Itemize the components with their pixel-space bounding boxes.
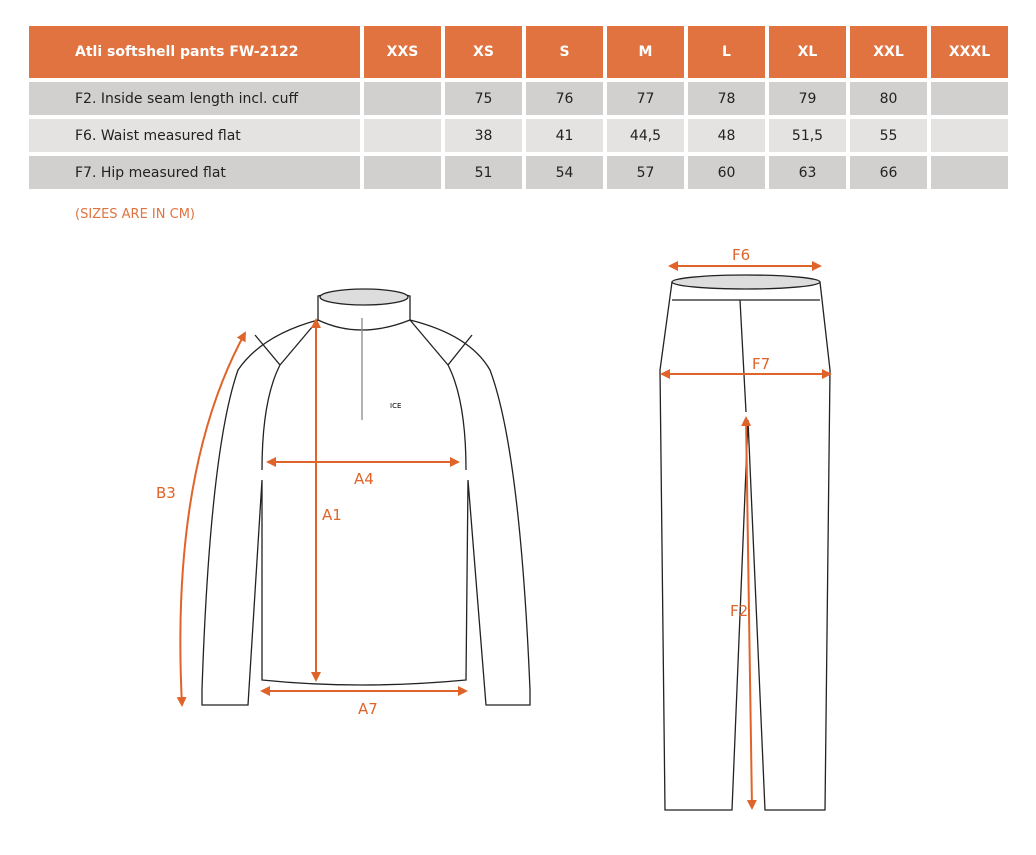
label-a4: A4 [354,470,374,488]
row-label: F2. Inside seam length incl. cuff [29,82,360,115]
cell-value: 48 [688,119,765,152]
label-a7: A7 [358,700,378,718]
size-header: XXL [850,26,927,78]
label-f7: F7 [752,355,770,373]
cell-value: 38 [445,119,522,152]
cell-value: 44,5 [607,119,684,152]
size-header: XL [769,26,846,78]
label-a1: A1 [322,506,342,524]
size-header: L [688,26,765,78]
cell-value [931,119,1008,152]
cell-value [364,119,441,152]
measure-arrows [176,261,832,810]
table-title: Atli softshell pants FW-2122 [29,26,360,78]
size-header: XXXL [931,26,1008,78]
units-note: (SIZES ARE IN CM) [75,207,195,222]
size-table: Atli softshell pants FW-2122 XXS XS S M … [25,22,1012,193]
cell-value: 51,5 [769,119,846,152]
table-row: F7. Hip measured flat 51 54 57 60 63 66 [29,156,1008,189]
logo-icon: ICE [390,402,401,410]
jacket-drawing [201,288,531,706]
label-f6: F6 [732,246,750,264]
label-f2: F2 [730,602,748,620]
cell-value: 66 [850,156,927,189]
row-label: F6. Waist measured flat [29,119,360,152]
cell-value: 63 [769,156,846,189]
cell-value [364,156,441,189]
cell-value: 78 [688,82,765,115]
cell-value: 75 [445,82,522,115]
table-row: F2. Inside seam length incl. cuff 75 76 77 7… [29,82,1008,115]
label-b3: B3 [156,484,176,502]
cell-value [364,82,441,115]
cell-value: 57 [607,156,684,189]
size-header: XS [445,26,522,78]
cell-value: 77 [607,82,684,115]
cell-value [931,156,1008,189]
size-header: XXS [364,26,441,78]
cell-value: 54 [526,156,603,189]
cell-value: 79 [769,82,846,115]
size-header: S [526,26,603,78]
cell-value: 76 [526,82,603,115]
row-label: F7. Hip measured flat [29,156,360,189]
pants-drawing [659,274,831,811]
cell-value: 51 [445,156,522,189]
table-row: F6. Waist measured flat 38 41 44,5 48 51,5 55 [29,119,1008,152]
cell-value: 60 [688,156,765,189]
cell-value: 80 [850,82,927,115]
cell-value: 41 [526,119,603,152]
cell-value [931,82,1008,115]
cell-value: 55 [850,119,927,152]
size-header: M [607,26,684,78]
